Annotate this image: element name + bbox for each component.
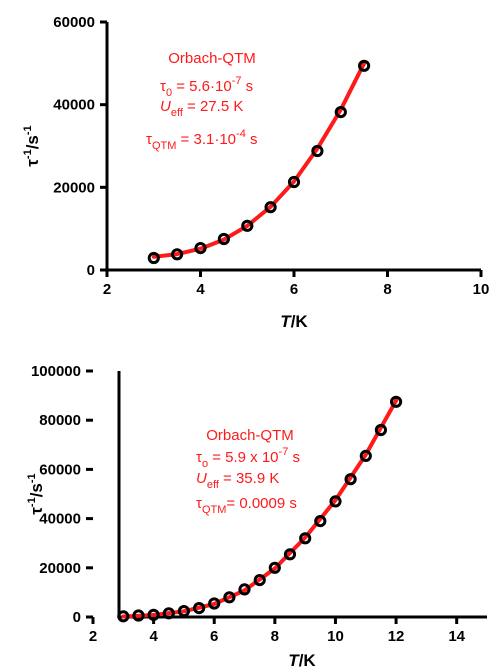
chart-top-data-point: [241, 219, 254, 232]
chart-top: 2 4 6 8 10 0 20000 40000 60000 T/K τ-1/s-1 Orbac…: [22, 14, 489, 331]
chart-bottom-annotation-ueff: Ueff = 35.9 K: [196, 470, 279, 491]
chart-top-x-tick-label: 8: [383, 281, 391, 298]
chart-top-data-point: [147, 251, 160, 265]
chart-bottom-x-tick-label: 4: [149, 628, 158, 645]
chart-top-annotation-ueff: Ueff = 27.5 K: [160, 98, 243, 119]
chart-bottom-y-axis-label: τ-1/s-1: [26, 473, 46, 514]
chart-bottom-x-tick-label: 2: [89, 628, 97, 645]
chart-bottom-data-point: [238, 583, 251, 596]
chart-top-x-tick-label: 6: [290, 281, 298, 298]
chart-top-y-tick-label: 20000: [53, 179, 95, 196]
chart-bottom-y-tick-label: 40000: [39, 511, 81, 528]
chart-bottom-data-point: [374, 423, 387, 437]
chart-bottom-y-tick-label: 80000: [39, 412, 81, 429]
chart-bottom-data-point: [268, 561, 281, 574]
chart-bottom-y-tick-label: 0: [73, 609, 81, 626]
chart-bottom-annotation-tau0: τo = 5.9 x 10-7 s: [196, 446, 300, 470]
chart-top-x-tick-label: 4: [196, 281, 205, 298]
chart-bottom-x-tick-label: 8: [271, 628, 279, 645]
chart-top-y-tick-label: 0: [87, 262, 95, 279]
chart-top-y-axis-label: τ-1/s-1: [22, 125, 42, 166]
chart-top-y-tick-label: 60000: [53, 14, 95, 31]
chart-top-annotation-title: Orbach-QTM: [168, 50, 256, 67]
chart-bottom-data-point: [117, 610, 130, 623]
chart-top-points: [147, 59, 371, 265]
chart-bottom-data-point: [177, 605, 190, 618]
chart-top-ticks: 2 4 6 8 10 0 20000 40000 60000: [53, 14, 489, 298]
chart-top-y-tick-label: 40000: [53, 97, 95, 114]
chart-top-annotation: Orbach-QTM τ0 = 5.6·10-7 s Ueff = 27.5 K…: [146, 50, 257, 152]
chart-bottom-data-point: [329, 495, 342, 508]
chart-top-data-point: [194, 242, 207, 255]
chart-top-annotation-tauqtm: τQTM = 3.1·10-4 s: [146, 128, 257, 152]
chart-bottom-data-point: [314, 515, 327, 528]
chart-bottom-axes: [117, 371, 487, 619]
chart-bottom-data-point: [344, 473, 357, 486]
chart-bottom-x-tick-label: 6: [210, 628, 218, 645]
chart-bottom-data-point: [390, 395, 403, 408]
chart-bottom-x-tick-label: 14: [448, 628, 465, 645]
chart-bottom-y-tick-label: 60000: [39, 461, 81, 478]
chart-bottom-x-tick-label: 12: [388, 628, 405, 645]
chart-bottom-y-tick-label: 20000: [39, 560, 81, 577]
chart-bottom-data-point: [223, 591, 236, 604]
chart-bottom-data-point: [162, 607, 175, 620]
chart-bottom-data-point: [359, 449, 372, 462]
chart-bottom-y-tick-label: 100000: [31, 363, 81, 380]
chart-bottom: 2 4 6 8 10 12 14 0 20000 40000 60000 80000 100000 T/…: [26, 363, 487, 670]
chart-bottom-x-axis-label: T/K: [288, 651, 316, 670]
chart-top-data-point: [287, 175, 301, 189]
chart-top-data-point: [334, 106, 347, 119]
chart-bottom-fit-line: [121, 398, 399, 619]
chart-top-data-point: [217, 232, 230, 246]
chart-bottom-data-point: [299, 532, 312, 545]
chart-top-data-point: [358, 59, 371, 72]
chart-bottom-data-point: [193, 602, 206, 615]
chart-bottom-data-point: [253, 574, 266, 587]
chart-top-x-axis-label: T/K: [280, 312, 308, 331]
chart-bottom-data-point: [147, 608, 160, 621]
chart-top-x-tick-label: 2: [103, 281, 111, 298]
chart-bottom-data-point: [208, 597, 221, 610]
chart-bottom-points: [117, 395, 403, 623]
chart-top-data-point: [171, 248, 184, 261]
chart-top-annotation-tau0: τ0 = 5.6·10-7 s: [160, 75, 253, 99]
chart-bottom-data-point: [283, 548, 297, 561]
chart-bottom-x-tick-label: 10: [327, 628, 344, 645]
chart-bottom-annotation-title: Orbach-QTM: [206, 427, 294, 444]
chart-top-data-point: [311, 144, 324, 158]
chart-top-fit-line: [151, 61, 367, 259]
chart-bottom-ticks: 2 4 6 8 10 12 14 0 20000 40000 60000 80000 100000: [31, 363, 466, 645]
chart-bottom-annotation-tauqtm: τQTM= 0.0009 s: [196, 495, 297, 516]
chart-top-x-tick-label: 10: [473, 281, 490, 298]
chart-top-data-point: [264, 201, 277, 214]
chart-bottom-data-point: [132, 609, 145, 622]
chart-bottom-annotation: Orbach-QTM τo = 5.9 x 10-7 s Ueff = 35.9…: [196, 427, 300, 516]
